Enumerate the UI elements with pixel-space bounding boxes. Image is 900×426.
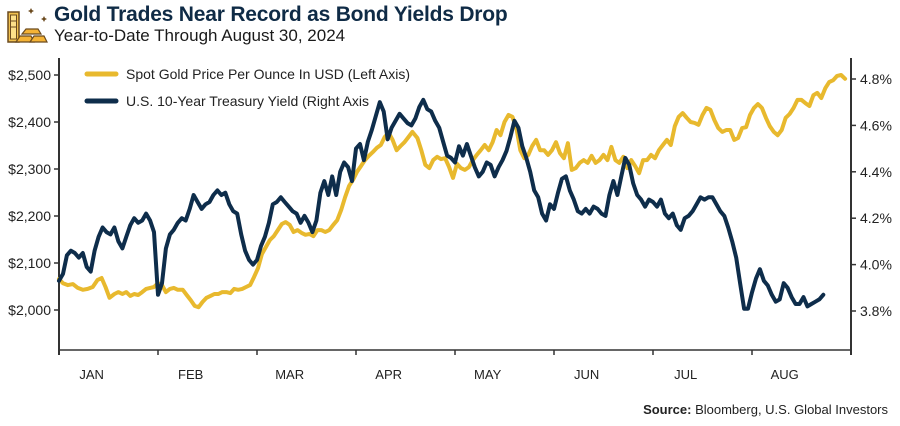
left-tick-label: $2,500 [8, 67, 51, 83]
right-tick-label: 4.8% [860, 71, 892, 87]
x-tick-label: JUN [574, 367, 599, 382]
right-tick-label: 3.8% [860, 303, 892, 319]
legend-label-gold: Spot Gold Price Per Ounce In USD (Left A… [126, 66, 410, 82]
left-tick-label: $2,400 [8, 114, 51, 130]
series-line-gold [57, 73, 848, 310]
source-text: Bloomberg, U.S. Global Investors [691, 402, 888, 417]
left-tick-label: $2,100 [8, 255, 51, 271]
source-note: Source: Bloomberg, U.S. Global Investors [643, 402, 888, 417]
x-tick-label: JAN [79, 367, 104, 382]
right-tick-label: 4.0% [860, 257, 892, 273]
left-tick-label: $2,200 [8, 208, 51, 224]
x-tick-label: AUG [771, 367, 799, 382]
chart-subtitle: Year-to-Date Through August 30, 2024 [54, 26, 346, 45]
x-tick-label: APR [375, 367, 402, 382]
left-tick-label: $2,000 [8, 302, 51, 318]
right-tick-label: 4.2% [860, 210, 892, 226]
x-tick-label: MAY [474, 367, 502, 382]
left-tick-label: $2,300 [8, 161, 51, 177]
gold-bars-icon [4, 4, 52, 46]
right-tick-label: 4.4% [860, 164, 892, 180]
chart-title: Gold Trades Near Record as Bond Yields D… [54, 3, 508, 26]
x-tick-label: FEB [178, 367, 203, 382]
source-label: Source: [643, 402, 692, 417]
series-line-yield [57, 97, 826, 311]
legend: Spot Gold Price Per Ounce In USD (Left A… [84, 66, 410, 109]
x-tick-label: MAR [275, 367, 304, 382]
x-tick-label: JUL [674, 367, 697, 382]
legend-label-yield: U.S. 10-Year Treasury Yield (Right Axis [126, 93, 369, 109]
right-tick-label: 4.6% [860, 117, 892, 133]
